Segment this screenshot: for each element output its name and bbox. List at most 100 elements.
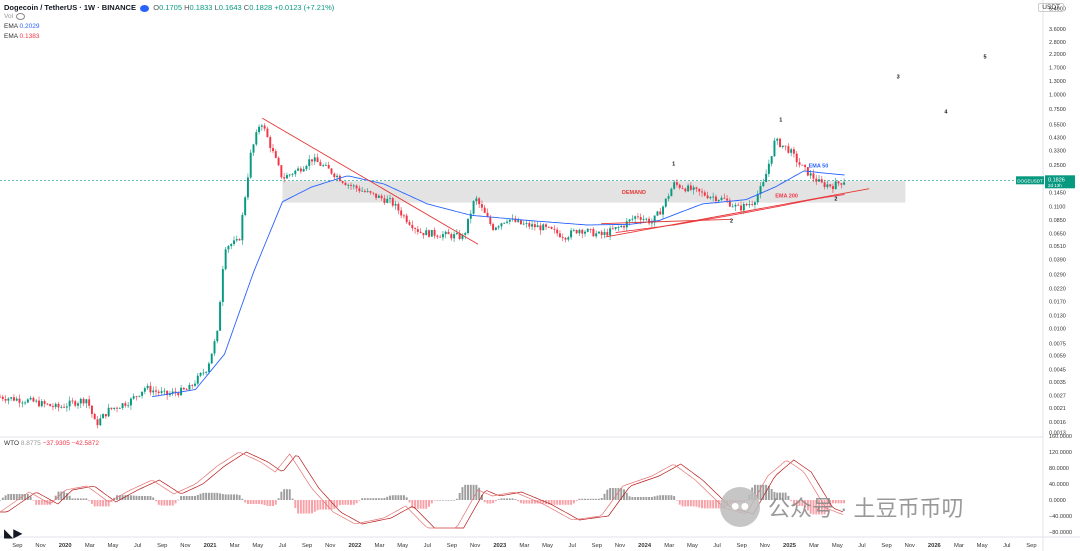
candle-body [603, 231, 606, 236]
candle-body [687, 185, 690, 192]
candle-body [494, 227, 497, 230]
candle-body [461, 234, 464, 239]
candle-body [609, 228, 612, 236]
wave-annotation: 2 [834, 196, 837, 202]
osc-histogram-bar [210, 492, 213, 500]
osc-histogram-bar [430, 500, 433, 504]
osc-histogram-bar [756, 484, 759, 500]
candle-body [291, 174, 294, 175]
osc-histogram-bar [405, 497, 408, 500]
candle-body [363, 190, 366, 192]
osc-histogram-bar [77, 498, 79, 500]
osc-histogram-bar [547, 500, 550, 505]
candle-body [155, 390, 157, 392]
candle-body [564, 237, 567, 240]
candle-body [40, 401, 43, 407]
osc-histogram-bar [422, 500, 425, 509]
osc-histogram-bar [383, 497, 386, 500]
candle-body [503, 222, 506, 224]
oscillator-legend[interactable]: WTO 8.8775 −37.9305 −42.5872 [4, 440, 99, 447]
osc-histogram-bar [71, 498, 74, 500]
candle-body [812, 173, 815, 179]
close-value: 0.1828 [249, 3, 273, 12]
candle-body [297, 168, 300, 171]
candle-body [302, 169, 305, 172]
osc-histogram-bar [82, 498, 85, 500]
osc-histogram-bar [246, 500, 249, 504]
candle-body [444, 231, 447, 235]
ema50-line [152, 170, 845, 398]
candle-body [255, 132, 258, 145]
candle-body [311, 159, 313, 162]
candle-body [831, 186, 834, 190]
candle-body [361, 190, 364, 192]
candle-body [85, 399, 88, 404]
osc-histogram-bar [818, 500, 820, 515]
candle-body [350, 184, 352, 186]
candle-body [506, 221, 508, 223]
ema50-legend[interactable]: EMA 0.2029 [4, 23, 40, 30]
osc-histogram-bar [561, 500, 564, 505]
osc-histogram-bar [408, 500, 411, 503]
candle-body [455, 232, 458, 235]
volume-legend[interactable]: Vol [4, 13, 26, 20]
candle-body [43, 401, 46, 404]
osc-histogram-bar [132, 495, 135, 500]
osc-histogram-bar [843, 500, 846, 504]
candle-body [90, 405, 93, 414]
osc-histogram-bar [369, 498, 372, 500]
osc-histogram-bar [447, 500, 450, 501]
time-tick-label: Sep [592, 543, 602, 549]
currency-selector[interactable]: USDT [1038, 3, 1064, 12]
osc-histogram-bar [519, 500, 522, 504]
price-tick-label: 0.0390 [1049, 257, 1066, 263]
candle-body [272, 148, 274, 152]
candle-body [572, 229, 575, 231]
symbol-title[interactable]: Dogecoin / TetherUS · 1W · BINANCE [4, 3, 136, 12]
wave-annotation: 3 [897, 75, 900, 81]
candle-body [597, 231, 600, 234]
time-tick-label: Jul [713, 543, 720, 549]
price-tick-label: 0.5500 [1049, 123, 1066, 129]
osc-histogram-bar [288, 489, 291, 500]
osc-histogram-bar [416, 500, 419, 509]
osc-histogram-bar [26, 494, 29, 500]
candle-body [486, 212, 489, 218]
symbol-tag-label: DOGEUSDT [1017, 178, 1043, 183]
candle-body [776, 138, 779, 141]
candle-body [517, 220, 520, 222]
candle-body [152, 390, 155, 393]
eye-icon[interactable] [16, 13, 26, 20]
candle-body [809, 173, 812, 176]
ema200-legend[interactable]: EMA 0.1383 [4, 33, 40, 40]
osc-histogram-bar [135, 495, 138, 500]
candle-body [235, 239, 238, 241]
osc-histogram-bar [216, 492, 219, 500]
live-dot-icon [140, 4, 150, 12]
candle-body [110, 407, 113, 409]
osc-histogram-bar [767, 486, 770, 500]
candle-body [430, 229, 433, 237]
osc-histogram-bar [826, 500, 829, 512]
candle-body [0, 396, 1, 398]
trendline [601, 218, 732, 225]
candle-body [93, 413, 96, 420]
osc-histogram-bar [553, 500, 556, 505]
osc-histogram-bar [648, 497, 651, 500]
candle-body [143, 388, 146, 392]
osc-histogram-bar [706, 500, 709, 509]
time-tick-label: Sep [302, 543, 312, 549]
low-value: 0.1643 [218, 3, 242, 12]
osc-histogram-bar [609, 488, 612, 500]
candle-body [787, 146, 790, 153]
price-tick-label: 0.0850 [1049, 218, 1066, 224]
osc-histogram-bar [714, 500, 717, 509]
candle-body [313, 157, 316, 162]
candle-body [628, 219, 631, 222]
tradingview-logo-icon[interactable]: ◣▶ [4, 526, 23, 540]
candle-body [433, 229, 436, 236]
osc-histogram-bar [634, 497, 637, 500]
candle-body [489, 217, 492, 225]
osc-histogram-bar [759, 484, 762, 500]
